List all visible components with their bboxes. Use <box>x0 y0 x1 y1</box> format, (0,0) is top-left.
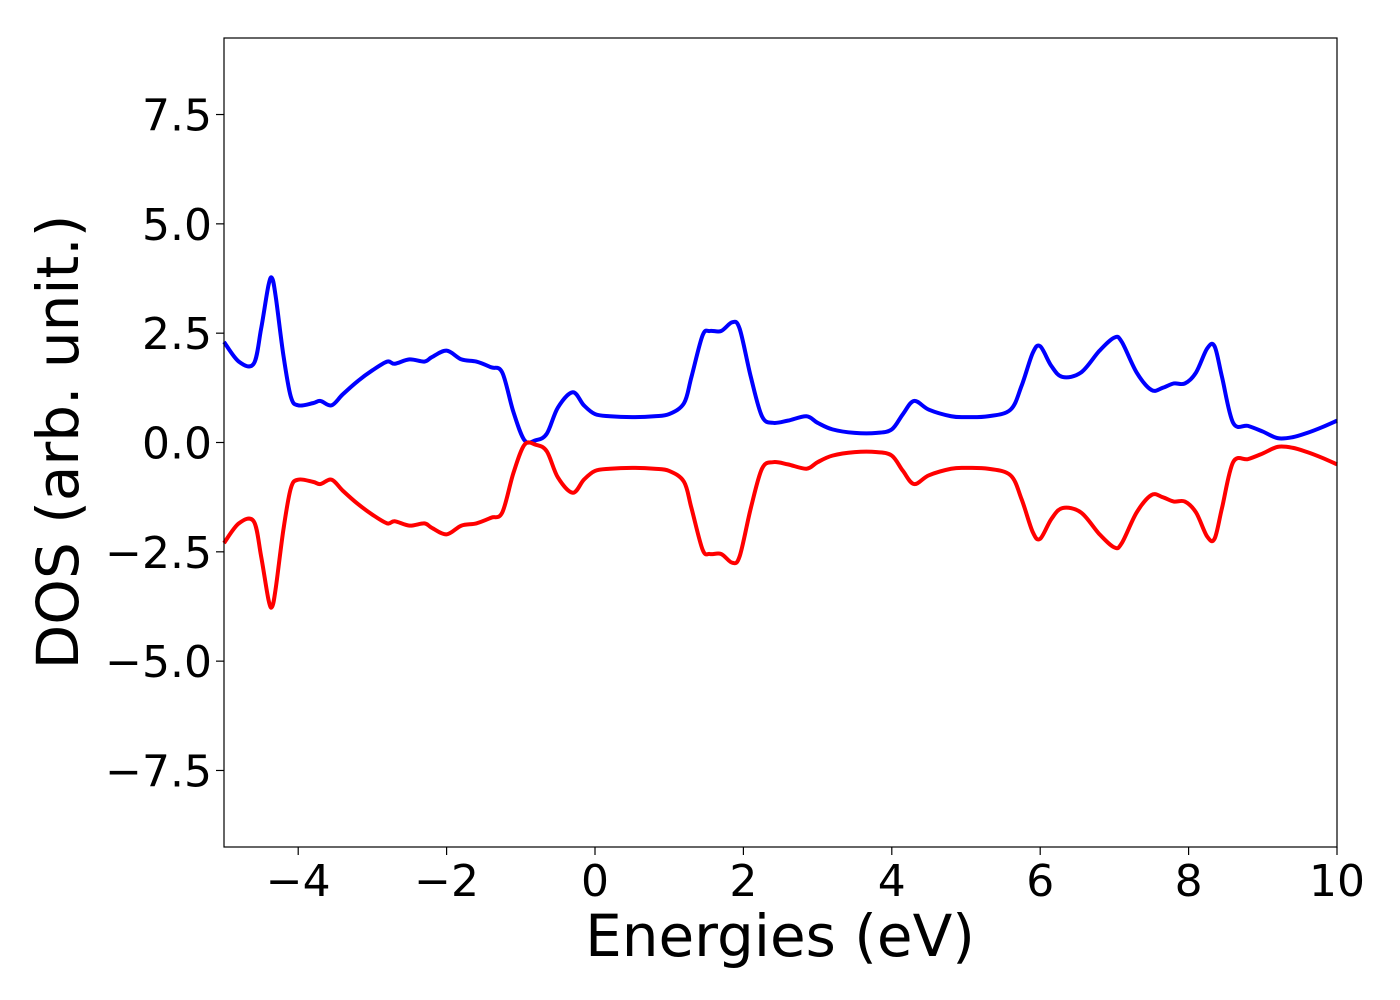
y-tick-label: 5.0 <box>142 200 212 251</box>
x-axis-ticks: −4 −2 0 2 4 6 8 10 <box>266 847 1365 907</box>
series-line-spin-up <box>222 275 1338 445</box>
y-tick-label: 0.0 <box>142 419 212 470</box>
series-line-spin-down <box>222 440 1338 610</box>
x-tick-label: 8 <box>1175 856 1203 907</box>
y-tick-label: −5.0 <box>105 637 212 688</box>
x-tick-label: −4 <box>266 856 331 907</box>
x-tick-label: 2 <box>729 856 757 907</box>
x-tick-label: 4 <box>878 856 906 907</box>
y-tick-label: 2.5 <box>142 309 212 360</box>
y-tick-label: −7.5 <box>105 746 212 797</box>
y-axis-label: DOS (arb. unit.) <box>24 215 92 670</box>
x-tick-label: 10 <box>1309 856 1365 907</box>
x-axis-label: Energies (eV) <box>585 902 975 970</box>
x-tick-label: 0 <box>581 856 609 907</box>
y-axis-ticks: 7.5 5.0 2.5 0.0 −2.5 −5.0 −7.5 <box>105 91 224 797</box>
y-tick-label: −2.5 <box>105 528 212 579</box>
y-tick-label: 7.5 <box>142 91 212 142</box>
x-tick-label: −2 <box>414 856 479 907</box>
plot-series-group <box>222 275 1338 610</box>
x-tick-label: 6 <box>1026 856 1054 907</box>
